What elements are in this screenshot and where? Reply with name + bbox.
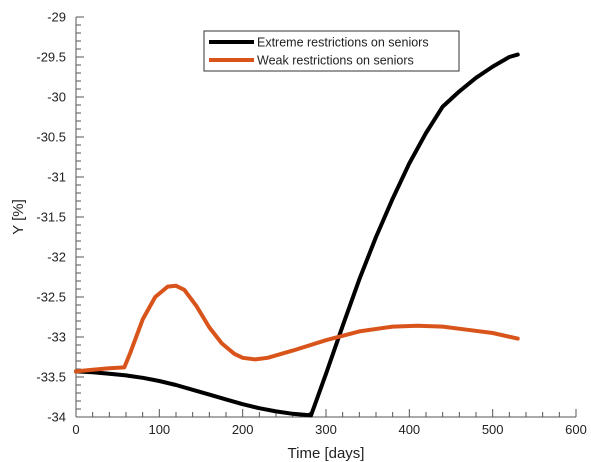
legend: Extreme restrictions on seniors Weak rest… (203, 30, 460, 72)
x-tick-label: 300 (315, 422, 337, 437)
y-tick-label: -32.5 (36, 290, 66, 305)
legend-label-2: Weak restrictions on seniors (257, 54, 414, 68)
x-tick-label: 0 (72, 422, 79, 437)
series-line-2 (74, 283, 520, 374)
y-tick-label: -33 (47, 330, 66, 345)
axes: 0 100 200 300 400 500 600 -34 -33.5 -33 -32.5 -32 -3… (36, 10, 586, 438)
y-tick-label: -33.5 (36, 370, 66, 385)
x-tick-label: 200 (232, 422, 254, 437)
y-tick-label: -29.5 (36, 50, 66, 65)
x-axis-label: Time [days] (288, 445, 365, 462)
x-tick-label: 600 (565, 422, 587, 437)
y-tick-label: -32 (47, 250, 66, 265)
y-tick-label: -29 (47, 10, 66, 25)
series-line-1 (74, 52, 520, 418)
y-tick-label: -30 (47, 90, 66, 105)
y-tick-label: -30.5 (36, 130, 66, 145)
y-tick-label: -31 (47, 170, 66, 185)
y-tick-label: -31.5 (36, 210, 66, 225)
x-tick-label: 100 (148, 422, 170, 437)
legend-box (203, 30, 460, 72)
y-tick-label: -34 (47, 410, 66, 425)
y-axis-label: Y [%] (10, 199, 27, 235)
legend-label-1: Extreme restrictions on seniors (257, 36, 429, 50)
series-lines (74, 52, 520, 418)
x-tick-label: 500 (482, 422, 504, 437)
x-tick-label: 400 (398, 422, 420, 437)
